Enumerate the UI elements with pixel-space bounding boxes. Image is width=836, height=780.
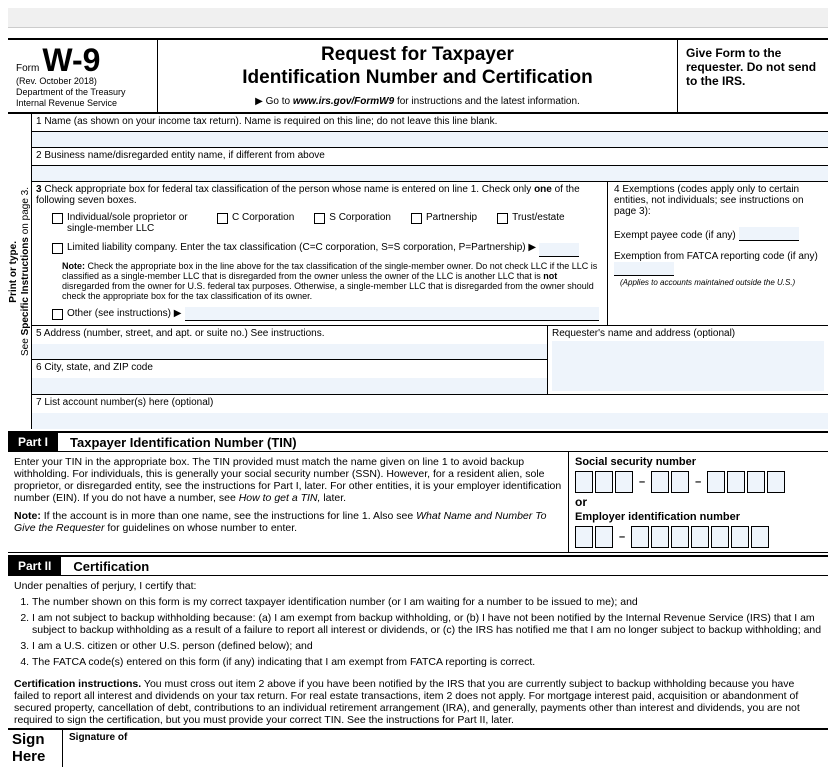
cb-partnership-label: Partnership: [426, 212, 477, 223]
line-4-label: 4 Exemptions (codes apply only to certai…: [614, 184, 822, 217]
line-5-label: 5 Address (number, street, and apt. or s…: [32, 326, 547, 344]
cb-other-label: Other (see instructions) ▶: [67, 308, 181, 319]
certification-body: Under penalties of perjury, I certify th…: [8, 576, 828, 676]
tin-howto: How to get a TIN,: [239, 492, 321, 504]
fatca-label: Exemption from FATCA reporting code (if …: [614, 251, 818, 262]
part1-tab: Part I: [8, 433, 58, 451]
part2-header: Part II Certification: [8, 555, 828, 576]
ein-label: Employer identification number: [575, 511, 822, 523]
browser-top-bar: [8, 8, 828, 28]
sign-section: SignHere Signature of: [8, 728, 828, 767]
form-header: Form W-9 (Rev. October 2018) Department …: [8, 40, 828, 114]
sign-here-label: SignHere: [8, 730, 63, 767]
cb-scorp[interactable]: S Corporation: [314, 212, 391, 234]
cert-instructions: Certification instructions. You must cro…: [8, 676, 828, 728]
goto-instruction: ▶ Go to www.irs.gov/FormW9 for instructi…: [168, 96, 667, 107]
tin-note-end: for guidelines on whose number to enter.: [104, 522, 297, 534]
line-1-label: 1 Name (as shown on your income tax retu…: [32, 114, 828, 132]
treasury-dept: Department of the Treasury: [16, 87, 149, 98]
line-7-input[interactable]: [32, 413, 828, 429]
ssn-boxes[interactable]: – –: [575, 471, 822, 493]
cb-trust-label: Trust/estate: [512, 212, 564, 223]
cb-llc[interactable]: Limited liability company. Enter the tax…: [52, 242, 536, 254]
line-7-label: 7 List account number(s) here (optional): [32, 395, 828, 413]
cert-item-2: I am not subject to backup withholding b…: [32, 612, 822, 636]
form-title-line2: Identification Number and Certification: [168, 67, 667, 90]
line-2-input[interactable]: [32, 166, 828, 182]
llc-classification-input[interactable]: [539, 243, 579, 257]
part2-title: Certification: [61, 559, 149, 574]
tin-boxes: Social security number – – or Employer i…: [568, 452, 828, 552]
cb-partnership[interactable]: Partnership: [411, 212, 477, 234]
cb-trust[interactable]: Trust/estate: [497, 212, 564, 234]
line-1-input[interactable]: [32, 132, 828, 148]
cb-llc-row: Limited liability company. Enter the tax…: [32, 238, 607, 259]
side-instructions: Print or type. See Specific Instructions…: [8, 114, 32, 429]
cert-inst-label: Certification instructions.: [14, 678, 141, 690]
cb-ccorp-label: C Corporation: [232, 212, 294, 223]
requester-input[interactable]: [552, 341, 824, 391]
header-left: Form W-9 (Rev. October 2018) Department …: [8, 40, 158, 112]
form-number: W-9: [42, 42, 100, 78]
line-6-label: 6 City, state, and ZIP code: [32, 360, 547, 378]
side-print-type: Print or type.: [8, 241, 19, 303]
ein-boxes[interactable]: –: [575, 526, 822, 548]
cert-item-1: The number shown on this form is my corr…: [32, 596, 822, 608]
applies-note: (Applies to accounts maintained outside …: [614, 276, 822, 289]
part1-title: Taxpayer Identification Number (TIN): [58, 435, 297, 450]
side-see-instructions: See Specific Instructions on page 3.: [20, 187, 31, 356]
line-4-exemptions: 4 Exemptions (codes apply only to certai…: [608, 182, 828, 325]
form-title-line1: Request for Taxpayer: [168, 44, 667, 67]
tin-later: later.: [320, 492, 346, 504]
irs-name: Internal Revenue Service: [16, 98, 149, 109]
classification-checkboxes: Individual/sole proprietor or single-mem…: [32, 208, 607, 238]
exempt-payee-label: Exempt payee code (if any): [614, 230, 736, 241]
form-revision: (Rev. October 2018): [16, 76, 149, 87]
requester-area: Requester's name and address (optional): [548, 326, 828, 394]
tin-section: Enter your TIN in the appropriate box. T…: [8, 452, 828, 553]
other-input[interactable]: [185, 307, 599, 321]
line-6-input[interactable]: [32, 378, 547, 394]
goto-url: www.irs.gov/FormW9: [293, 96, 394, 107]
part1-header: Part I Taxpayer Identification Number (T…: [8, 431, 828, 452]
form-label: Form: [16, 63, 39, 74]
tin-text: Enter your TIN in the appropriate box. T…: [8, 452, 568, 552]
requester-label: Requester's name and address (optional): [552, 328, 824, 339]
give-form-text: Give Form to the requester. Do not send …: [678, 40, 828, 112]
cb-scorp-label: S Corporation: [329, 212, 391, 223]
w9-form: Form W-9 (Rev. October 2018) Department …: [8, 38, 828, 767]
main-fields: 1 Name (as shown on your income tax retu…: [32, 114, 828, 429]
part2-tab: Part II: [8, 557, 61, 575]
header-center: Request for Taxpayer Identification Numb…: [158, 40, 678, 112]
under-penalties: Under penalties of perjury, I certify th…: [14, 580, 822, 592]
address-row: 5 Address (number, street, and apt. or s…: [32, 326, 828, 395]
llc-note: Note: Check the appropriate box in the l…: [32, 259, 607, 303]
goto-prefix: ▶ Go to: [255, 96, 293, 107]
cert-item-3: I am a U.S. citizen or other U.S. person…: [32, 640, 822, 652]
cb-individual-label: Individual/sole proprietor or single-mem…: [67, 212, 197, 234]
tin-note-text: If the account is in more than one name,…: [41, 510, 416, 522]
cb-individual[interactable]: Individual/sole proprietor or single-mem…: [52, 212, 197, 234]
line-3-area: 3 Check appropriate box for federal tax …: [32, 182, 608, 325]
tin-note-label: Note:: [14, 510, 41, 522]
line-5-input[interactable]: [32, 344, 547, 360]
fatca-input[interactable]: [614, 262, 674, 276]
signature-of-label: Signature of: [69, 732, 127, 743]
exempt-payee-input[interactable]: [739, 227, 799, 241]
signature-area[interactable]: Signature of: [63, 730, 828, 767]
goto-suffix: for instructions and the latest informat…: [394, 96, 580, 107]
cb-ccorp[interactable]: C Corporation: [217, 212, 294, 234]
cb-other[interactable]: Other (see instructions) ▶: [52, 308, 181, 320]
cert-item-4: The FATCA code(s) entered on this form (…: [32, 656, 822, 668]
line-2-label: 2 Business name/disregarded entity name,…: [32, 148, 828, 166]
cb-llc-label: Limited liability company. Enter the tax…: [67, 242, 536, 253]
cb-other-row: Other (see instructions) ▶: [32, 303, 607, 325]
line-3-label: 3 Check appropriate box for federal tax …: [32, 182, 607, 208]
or-text: or: [575, 493, 822, 511]
ssn-label: Social security number: [575, 456, 822, 468]
